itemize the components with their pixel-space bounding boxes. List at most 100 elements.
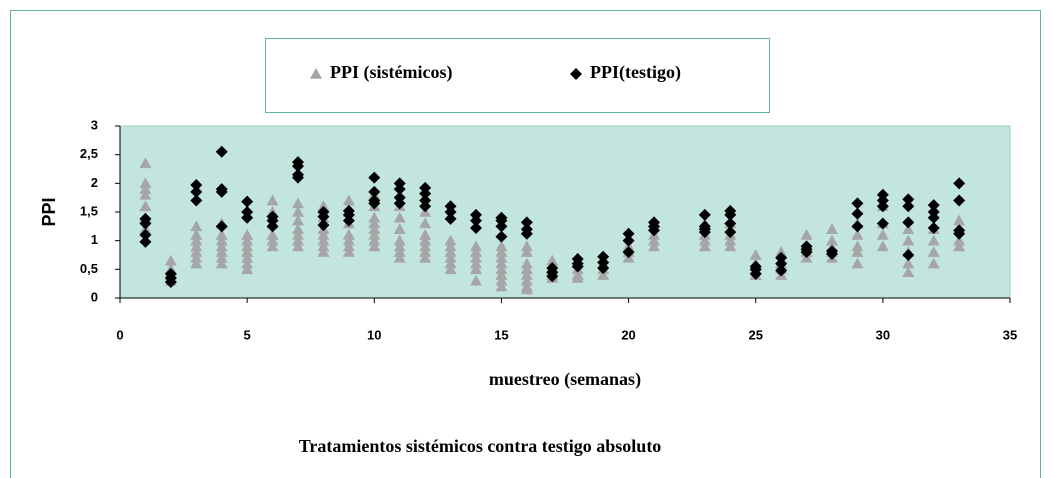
point <box>164 254 177 266</box>
point <box>393 197 406 210</box>
point <box>927 257 940 269</box>
point <box>190 220 203 232</box>
point <box>266 240 279 252</box>
point <box>470 263 482 275</box>
point <box>698 234 711 246</box>
point <box>470 240 482 252</box>
y-tick-label: 1,5 <box>80 203 98 218</box>
point <box>444 246 457 257</box>
point <box>317 234 330 246</box>
point <box>775 257 788 270</box>
point <box>241 240 254 252</box>
x-tick-label: 25 <box>748 327 762 342</box>
point <box>190 246 203 257</box>
point <box>241 234 254 246</box>
point <box>902 266 915 277</box>
point <box>368 185 381 198</box>
point <box>851 220 864 233</box>
point <box>393 246 406 257</box>
point <box>139 217 152 230</box>
point <box>876 228 889 240</box>
point <box>724 208 737 221</box>
point <box>520 240 533 252</box>
point <box>444 251 457 263</box>
point <box>724 217 737 230</box>
caption: Tratamientos sistémicos contra testigo a… <box>299 436 662 456</box>
point <box>393 251 406 263</box>
point <box>241 263 254 275</box>
point <box>342 234 355 246</box>
point <box>622 234 635 247</box>
point <box>470 257 482 269</box>
legend-marker <box>310 68 322 79</box>
point <box>648 224 660 237</box>
point <box>190 240 203 252</box>
legend-label: PPI (sistémicos) <box>330 62 452 83</box>
point <box>393 240 406 252</box>
point <box>902 223 915 234</box>
point <box>520 257 533 269</box>
point <box>470 214 482 227</box>
point <box>470 251 482 263</box>
point <box>266 194 279 206</box>
point <box>292 234 304 246</box>
point <box>139 177 152 189</box>
point <box>927 234 940 246</box>
point <box>266 234 279 246</box>
point <box>215 257 228 269</box>
point <box>927 199 940 212</box>
point <box>851 228 864 240</box>
point <box>368 211 381 223</box>
x-tick-label: 5 <box>244 327 251 342</box>
legend-marker <box>570 68 582 80</box>
point <box>902 249 915 261</box>
point <box>851 257 864 269</box>
point <box>953 177 966 190</box>
point <box>495 251 508 263</box>
point <box>419 200 432 213</box>
point <box>164 275 177 288</box>
point <box>495 263 508 275</box>
point <box>419 234 432 246</box>
point <box>902 257 915 269</box>
point <box>520 269 533 280</box>
point <box>139 235 152 248</box>
point <box>368 223 381 234</box>
point <box>241 228 254 240</box>
legend-label: PPI(testigo) <box>590 62 681 83</box>
point <box>648 240 660 252</box>
point <box>749 249 762 260</box>
point <box>139 200 152 212</box>
point <box>190 194 203 207</box>
point <box>190 228 203 240</box>
point <box>495 220 508 233</box>
point <box>190 234 203 246</box>
point <box>876 200 889 213</box>
point <box>215 145 228 158</box>
point <box>698 208 711 221</box>
x-tick-label: 30 <box>876 327 890 342</box>
point <box>215 246 228 257</box>
point <box>622 246 635 259</box>
point <box>470 246 482 257</box>
point <box>292 228 304 240</box>
point <box>724 240 737 252</box>
point <box>215 234 228 246</box>
point <box>368 171 381 184</box>
point <box>241 246 254 257</box>
point <box>368 240 381 252</box>
y-tick-label: 2,5 <box>80 146 98 161</box>
point <box>292 240 304 252</box>
x-tick-label: 20 <box>621 327 635 342</box>
point <box>292 223 304 234</box>
point <box>266 228 279 240</box>
point <box>342 214 355 227</box>
point <box>292 214 304 226</box>
point <box>317 240 330 252</box>
point <box>215 185 228 198</box>
point <box>902 234 915 246</box>
point <box>648 234 660 246</box>
point <box>927 211 940 224</box>
point <box>419 217 432 229</box>
legend-box <box>265 38 770 113</box>
